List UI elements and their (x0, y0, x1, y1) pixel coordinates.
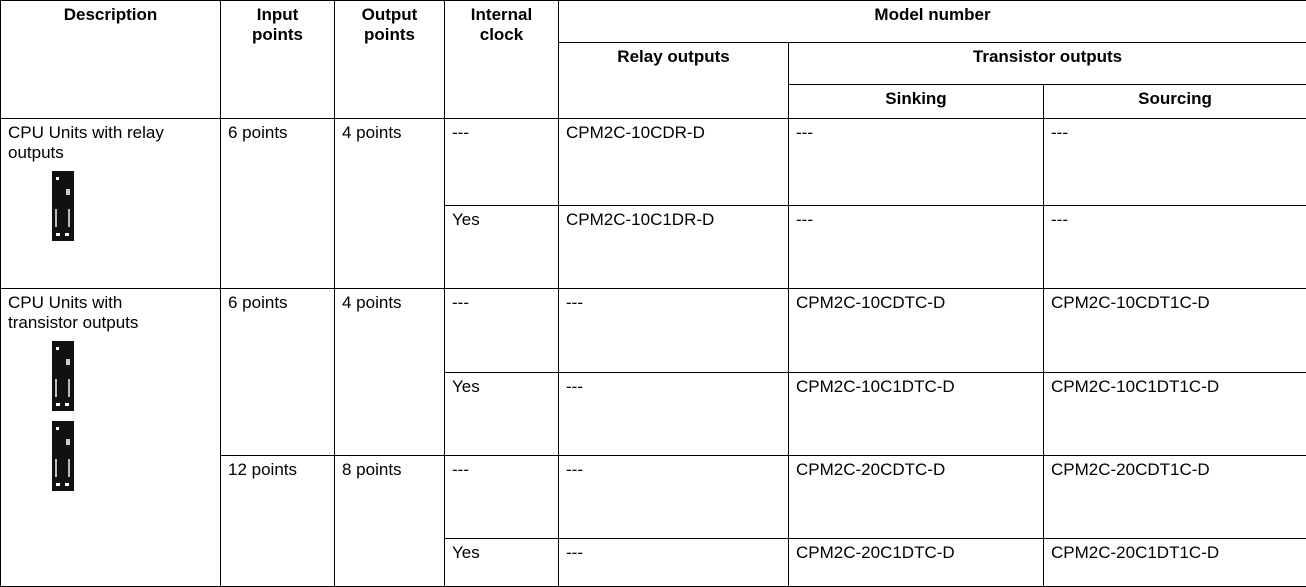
description-cell: CPU Units with relay outputs (1, 119, 221, 289)
header-cell: Internal clock (445, 1, 559, 119)
relay-cell: --- (559, 456, 789, 539)
clock-cell: Yes (445, 373, 559, 456)
sourcing-cell: CPM2C-10C1DT1C-D (1044, 373, 1306, 456)
output-cell: 4 points (335, 119, 445, 289)
header-cell: Sourcing (1044, 85, 1306, 119)
clock-cell: --- (445, 289, 559, 373)
unit-icon (50, 169, 76, 243)
table-header: Description Input points Output points I… (1, 1, 1306, 119)
sourcing-cell: CPM2C-10CDT1C-D (1044, 289, 1306, 373)
header-text: Input points (252, 5, 303, 45)
clock-cell: Yes (445, 206, 559, 289)
header-text: Output points (362, 5, 418, 45)
input-cell: 12 points (221, 456, 335, 587)
header-cell: Sinking (789, 85, 1044, 119)
header-cell: Description (1, 1, 221, 119)
relay-cell: --- (559, 289, 789, 373)
description-text: CPU Units with transistor outputs (8, 293, 193, 333)
sinking-cell: CPM2C-10C1DTC-D (789, 373, 1044, 456)
sinking-cell: --- (789, 119, 1044, 206)
header-cell: Input points (221, 1, 335, 119)
clock-cell: Yes (445, 539, 559, 587)
relay-cell: CPM2C-10C1DR-D (559, 206, 789, 289)
input-cell: 6 points (221, 119, 335, 289)
header-cell: Relay outputs (559, 43, 789, 119)
relay-cell: --- (559, 373, 789, 456)
sinking-cell: CPM2C-10CDTC-D (789, 289, 1044, 373)
sourcing-cell: CPM2C-20CDT1C-D (1044, 456, 1306, 539)
relay-cell: --- (559, 539, 789, 587)
header-cell: Model number (559, 1, 1306, 43)
sourcing-cell: CPM2C-20C1DT1C-D (1044, 539, 1306, 587)
input-cell: 6 points (221, 289, 335, 456)
output-cell: 4 points (335, 289, 445, 456)
sourcing-cell: --- (1044, 119, 1306, 206)
sinking-cell: CPM2C-20C1DTC-D (789, 539, 1044, 587)
description-text: CPU Units with relay outputs (8, 123, 193, 163)
header-text: Internal clock (471, 5, 532, 45)
sinking-cell: CPM2C-20CDTC-D (789, 456, 1044, 539)
unit-icon (50, 419, 76, 493)
header-cell: Output points (335, 1, 445, 119)
relay-cell: CPM2C-10CDR-D (559, 119, 789, 206)
output-cell: 8 points (335, 456, 445, 587)
clock-cell: --- (445, 456, 559, 539)
description-cell: CPU Units with transistor outputs (1, 289, 221, 587)
sinking-cell: --- (789, 206, 1044, 289)
sourcing-cell: --- (1044, 206, 1306, 289)
header-cell: Transistor outputs (789, 43, 1306, 85)
clock-cell: --- (445, 119, 559, 206)
unit-icon (50, 339, 76, 413)
